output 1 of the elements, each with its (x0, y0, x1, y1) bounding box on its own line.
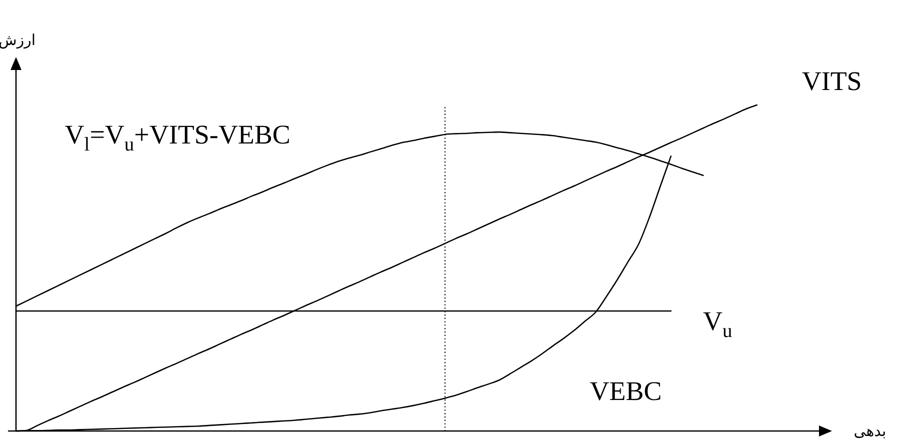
x-axis-title: بدهی (854, 422, 886, 440)
